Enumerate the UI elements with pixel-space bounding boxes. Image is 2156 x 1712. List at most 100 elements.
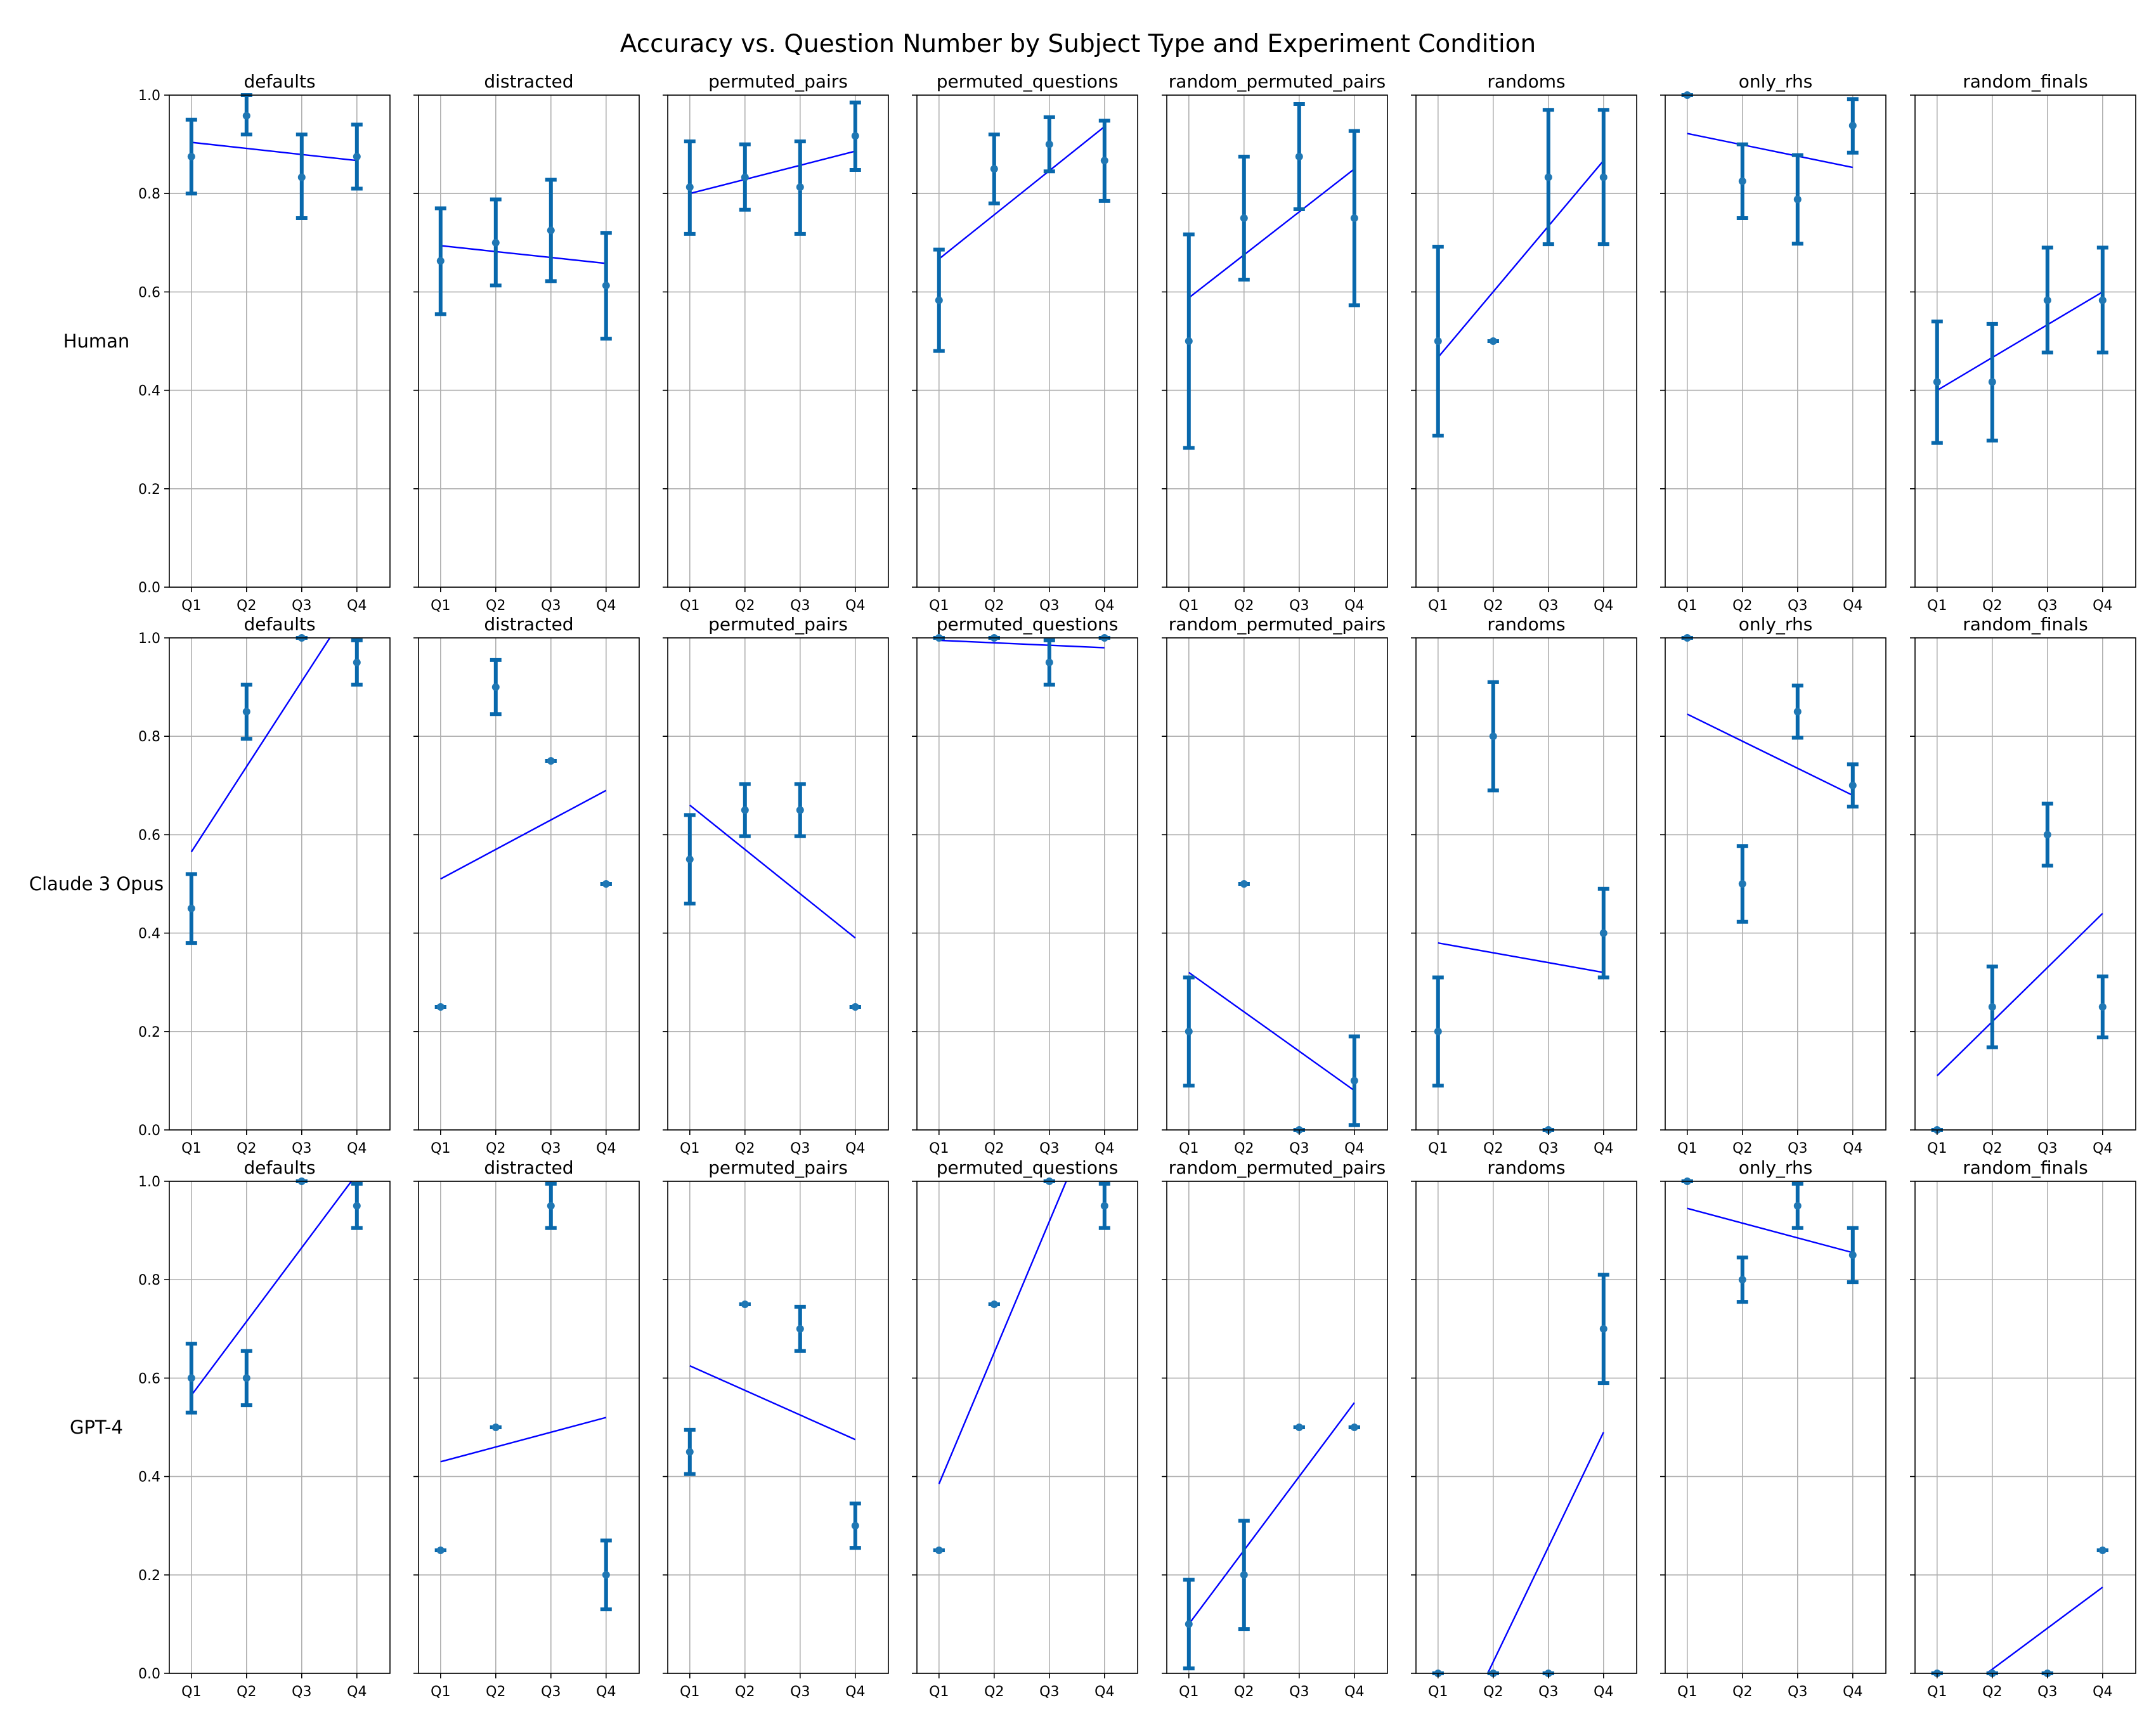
data-point — [1738, 1276, 1746, 1284]
panel-2-4: Q1 Q2 Q3 Q4 random_permuted_pairs — [1162, 1157, 1388, 1700]
data-point — [1240, 214, 1248, 222]
panel-title: permuted_pairs — [708, 1157, 848, 1178]
fit-line — [1687, 713, 1854, 796]
panel-title: permuted_questions — [937, 614, 1119, 635]
axes-frame — [667, 94, 889, 588]
data-point — [741, 806, 749, 814]
data-point — [1793, 1202, 1802, 1210]
data-point — [1185, 337, 1193, 345]
x-tick-label: Q2 — [1982, 1684, 2002, 1700]
fit-line — [1188, 1402, 1355, 1625]
data-point — [1738, 880, 1746, 888]
x-tick-label: Q1 — [1428, 1684, 1448, 1700]
x-tick-label: Q1 — [431, 1684, 450, 1700]
data-point — [547, 1202, 555, 1210]
panel-1-5: Q1 Q2 Q3 Q4 randoms — [1411, 614, 1637, 1157]
panel-1-3: Q1 Q2 Q3 Q4 permuted_questions — [912, 614, 1138, 1157]
data-point — [2043, 296, 2051, 304]
data-point — [491, 1423, 500, 1431]
x-tick-label: Q3 — [790, 1684, 810, 1700]
data-point — [1793, 708, 1802, 716]
data-point — [602, 282, 610, 290]
x-tick-label: Q4 — [2093, 598, 2112, 614]
data-point — [1240, 1571, 1248, 1579]
x-tick-label: Q3 — [1289, 1684, 1309, 1700]
axes-frame — [1415, 637, 1637, 1131]
y-tick-label: 1.0 — [138, 1174, 160, 1190]
data-point — [1100, 1202, 1108, 1210]
axes-frame — [1166, 637, 1388, 1131]
x-tick-label: Q1 — [929, 598, 949, 614]
panel-1-4: Q1 Q2 Q3 Q4 random_permuted_pairs — [1162, 614, 1388, 1157]
x-tick-label: Q2 — [486, 1141, 505, 1157]
panel-2-1: Q1 Q2 Q3 Q4 distracted — [413, 1157, 640, 1700]
axes-frame — [169, 1181, 391, 1674]
data-point — [1045, 140, 1053, 148]
x-tick-label: Q3 — [790, 598, 810, 614]
data-point — [1599, 1325, 1607, 1333]
fit-line — [1687, 1207, 1854, 1254]
x-tick-label: Q2 — [984, 1141, 1004, 1157]
panel-title: random_permuted_pairs — [1169, 614, 1386, 635]
x-tick-label: Q2 — [486, 598, 505, 614]
x-tick-label: Q4 — [347, 1684, 367, 1700]
panel-1-1: Q1 Q2 Q3 Q4 distracted — [413, 614, 640, 1157]
x-tick-label: Q3 — [1538, 1684, 1558, 1700]
axes-frame — [667, 637, 889, 1131]
panel-1-6: Q1 Q2 Q3 Q4 only_rhs — [1660, 614, 1886, 1157]
y-tick-label: 0.6 — [138, 827, 160, 843]
data-point — [547, 757, 555, 765]
fit-line — [1936, 912, 2103, 1077]
y-tick-label: 0.6 — [138, 1371, 160, 1387]
x-tick-label: Q2 — [735, 1141, 755, 1157]
fit-line — [1188, 971, 1355, 1091]
x-tick-label: Q4 — [596, 598, 616, 614]
axes-frame — [169, 637, 391, 1131]
fit-line — [191, 141, 357, 162]
x-tick-label: Q3 — [292, 1141, 311, 1157]
y-tick-label: 0.2 — [138, 482, 160, 498]
x-tick-label: Q1 — [181, 1684, 201, 1700]
x-tick-label: Q3 — [1039, 598, 1059, 614]
x-tick-label: Q4 — [1344, 598, 1364, 614]
panel-title: random_finals — [1963, 71, 2088, 92]
x-tick-label: Q3 — [541, 1141, 561, 1157]
data-point — [1434, 1027, 1442, 1035]
data-point — [353, 1202, 361, 1210]
x-tick-label: Q4 — [1594, 1684, 1613, 1700]
axes-frame — [916, 637, 1138, 1131]
panel-title: permuted_questions — [937, 71, 1119, 92]
data-point — [242, 1374, 250, 1382]
y-tick-label: 0.4 — [138, 384, 160, 399]
x-tick-label: Q3 — [1039, 1684, 1059, 1700]
panel-2-5: Q1 Q2 Q3 Q4 randoms — [1411, 1157, 1637, 1700]
x-tick-label: Q1 — [431, 1141, 450, 1157]
y-tick-label: 0.2 — [138, 1568, 160, 1584]
x-tick-label: Q2 — [237, 1141, 256, 1157]
y-tick-label: 0.0 — [138, 580, 160, 596]
fit-line — [689, 150, 856, 195]
fit-line — [1486, 1432, 1604, 1673]
panel-0-4: Q1 Q2 Q3 Q4 random_permuted_pairs — [1162, 71, 1388, 614]
data-point — [1988, 1003, 1996, 1011]
x-tick-label: Q2 — [1483, 598, 1503, 614]
axes-frame — [1914, 637, 2136, 1131]
y-tick-label: 0.0 — [138, 1123, 160, 1139]
fit-line — [1437, 160, 1604, 358]
axes-frame — [1665, 94, 1886, 588]
x-tick-label: Q3 — [1788, 598, 1807, 614]
x-tick-label: Q4 — [596, 1684, 616, 1700]
x-tick-label: Q4 — [1594, 1141, 1613, 1157]
axes-frame — [1914, 1181, 2136, 1674]
panel-title: distracted — [484, 71, 573, 92]
data-point — [491, 238, 500, 247]
data-point — [1295, 153, 1303, 160]
data-point — [436, 257, 445, 265]
data-point — [602, 880, 610, 888]
data-point — [2043, 831, 2051, 839]
x-tick-label: Q4 — [1594, 598, 1613, 614]
data-point — [2098, 296, 2107, 304]
x-tick-label: Q3 — [1788, 1684, 1807, 1700]
y-tick-label: 0.6 — [138, 285, 160, 301]
fit-line — [1687, 133, 1854, 169]
